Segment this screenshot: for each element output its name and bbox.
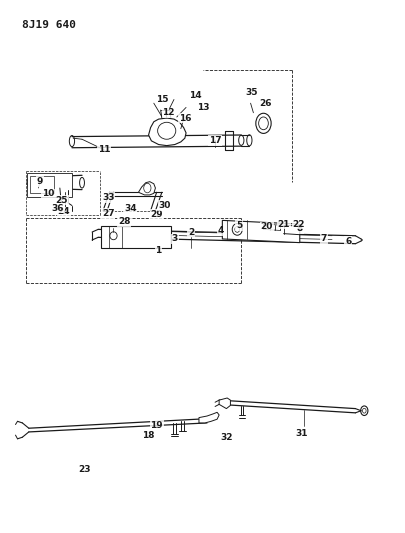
Text: 14: 14: [188, 91, 201, 100]
Polygon shape: [198, 413, 219, 423]
Text: 18: 18: [142, 431, 154, 440]
Polygon shape: [219, 398, 230, 409]
Text: 26: 26: [259, 99, 271, 108]
Text: 34: 34: [124, 204, 136, 213]
Text: 1: 1: [155, 246, 161, 255]
Text: 28: 28: [118, 217, 130, 226]
Polygon shape: [222, 220, 299, 243]
Text: 27: 27: [102, 209, 114, 218]
Text: 22: 22: [292, 220, 305, 229]
Text: 15: 15: [156, 95, 168, 104]
Text: 11: 11: [98, 146, 110, 155]
Text: 8: 8: [296, 224, 302, 233]
Text: 29: 29: [150, 210, 162, 219]
Text: 32: 32: [220, 433, 232, 442]
Text: 24: 24: [58, 207, 70, 216]
Text: 13: 13: [196, 103, 209, 112]
Text: 35: 35: [245, 88, 257, 97]
Text: 7: 7: [320, 235, 326, 244]
Text: 21: 21: [277, 220, 289, 229]
Text: 17: 17: [208, 136, 221, 145]
Polygon shape: [101, 225, 171, 248]
Text: 30: 30: [158, 201, 171, 210]
Text: 36: 36: [51, 204, 64, 213]
Text: 8J19 640: 8J19 640: [21, 20, 75, 30]
Text: 6: 6: [344, 237, 350, 246]
Polygon shape: [30, 176, 54, 193]
Text: 2: 2: [188, 228, 194, 237]
Text: 25: 25: [55, 196, 68, 205]
Text: 10: 10: [41, 189, 54, 198]
Text: 3: 3: [171, 235, 177, 244]
Polygon shape: [148, 118, 185, 146]
Text: 4: 4: [217, 227, 224, 236]
Text: 33: 33: [102, 193, 114, 202]
Text: 12: 12: [162, 108, 175, 117]
Polygon shape: [27, 173, 72, 197]
Text: 19: 19: [150, 421, 162, 430]
Text: 16: 16: [178, 114, 191, 123]
Text: 31: 31: [295, 429, 307, 438]
Text: 5: 5: [236, 221, 242, 230]
Text: 9: 9: [36, 177, 43, 186]
Text: 23: 23: [78, 465, 90, 473]
Text: 20: 20: [260, 222, 272, 231]
Polygon shape: [138, 182, 155, 195]
